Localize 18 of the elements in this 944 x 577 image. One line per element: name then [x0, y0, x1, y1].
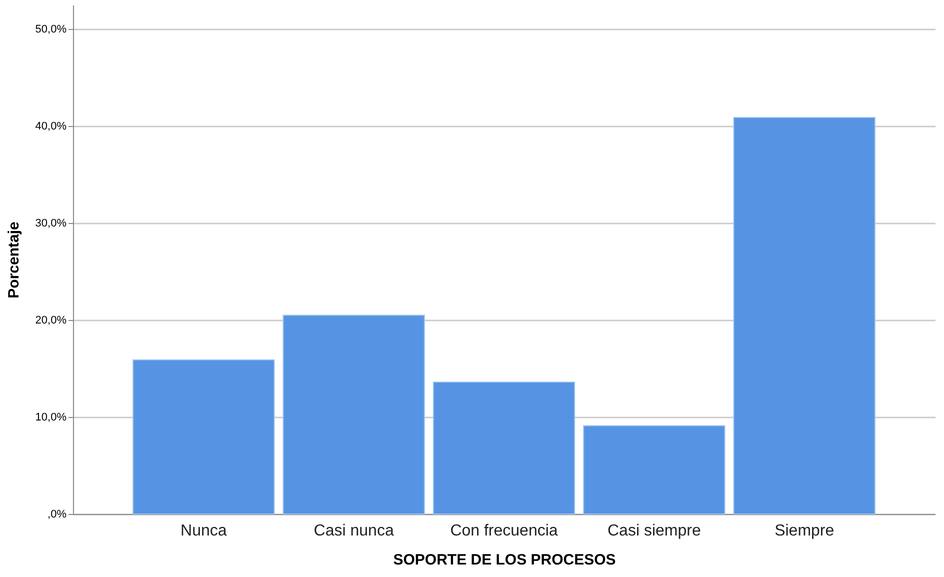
y-tick-label: 20,0%: [35, 314, 67, 327]
x-tick-label: Siempre: [774, 522, 834, 540]
y-tick-label: 50,0%: [35, 24, 67, 36]
bar: [432, 382, 576, 514]
x-axis-title: SOPORTE DE LOS PROCESOS: [393, 552, 616, 568]
bar: [132, 359, 275, 514]
y-tick-label: 10,0%: [35, 412, 67, 424]
bar: [583, 425, 726, 514]
y-tick-label: ,0%: [48, 508, 67, 520]
y-tick-label: 40,0%: [35, 120, 67, 133]
y-axis-title: Porcentaje: [5, 222, 22, 298]
x-tick-label: Con frecuencia: [450, 522, 558, 540]
x-tick-label: Casi nunca: [314, 522, 394, 540]
x-tick-label: Casi siempre: [607, 522, 701, 540]
x-tick-label: Nunca: [180, 522, 227, 540]
bar: [282, 314, 425, 514]
y-tick-label: 30,0%: [35, 218, 67, 230]
bar: [733, 116, 876, 514]
